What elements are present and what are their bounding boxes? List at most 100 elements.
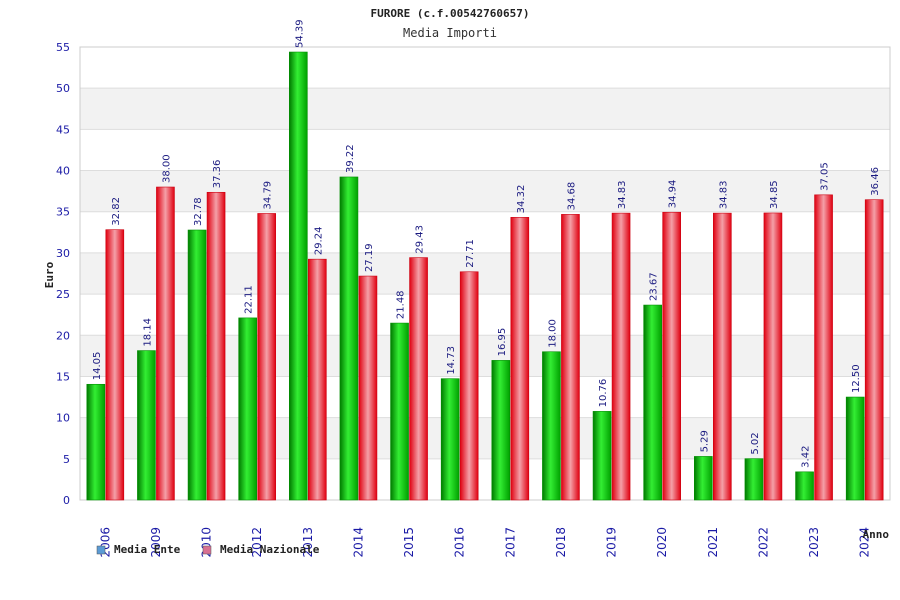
x-tick-label: 2012 bbox=[250, 527, 264, 558]
data-label: 34.79 bbox=[263, 181, 274, 210]
bar-media-nazionale-2024 bbox=[864, 199, 884, 501]
legend: Media Ente Media Nazionale bbox=[96, 543, 320, 556]
x-axis-label: Anno bbox=[863, 528, 890, 541]
bar-media-ente-2023 bbox=[795, 471, 814, 501]
data-label: 32.82 bbox=[111, 197, 122, 226]
y-tick-label: 45 bbox=[56, 123, 70, 136]
bar-media-nazionale-2015 bbox=[409, 257, 428, 501]
data-label: 34.85 bbox=[769, 180, 780, 209]
bar-media-nazionale-2012 bbox=[257, 213, 276, 501]
bar-media-ente-2021 bbox=[694, 456, 713, 501]
bar-media-ente-2020 bbox=[643, 304, 662, 501]
legend-label-media-ente: Media Ente bbox=[114, 543, 181, 556]
data-label: 32.78 bbox=[193, 197, 204, 226]
data-label: 54.39 bbox=[294, 19, 305, 48]
x-tick-label: 2009 bbox=[149, 527, 163, 558]
chart-title: FURORE (c.f.00542760657) bbox=[371, 7, 530, 20]
y-tick-label: 30 bbox=[56, 247, 70, 260]
data-label: 27.71 bbox=[465, 239, 476, 268]
x-tick-label: 2021 bbox=[706, 527, 720, 558]
data-label: 12.50 bbox=[851, 364, 862, 393]
bars bbox=[86, 51, 884, 501]
data-label: 10.76 bbox=[598, 379, 609, 408]
y-tick-label: 15 bbox=[56, 370, 70, 383]
y-tick-label: 50 bbox=[56, 82, 70, 95]
x-tick-label: 2023 bbox=[807, 527, 821, 558]
data-label: 23.67 bbox=[649, 272, 660, 301]
x-tick-label: 2016 bbox=[453, 527, 467, 558]
x-tick-label: 2014 bbox=[351, 527, 365, 558]
data-label: 37.36 bbox=[212, 160, 223, 189]
x-tick-label: 2022 bbox=[756, 527, 770, 558]
plot-border bbox=[79, 46, 891, 501]
y-tick-label: 25 bbox=[56, 288, 70, 301]
bar-media-nazionale-2014 bbox=[358, 275, 378, 501]
data-label: 39.22 bbox=[345, 144, 356, 173]
bar-media-nazionale-2013 bbox=[308, 258, 327, 501]
bar-media-ente-2017 bbox=[491, 360, 511, 501]
y-axis-label: Euro bbox=[43, 261, 56, 288]
bar-media-nazionale-2006 bbox=[105, 229, 125, 501]
x-tick-label: 2018 bbox=[554, 527, 568, 558]
x-tick-label: 2017 bbox=[503, 527, 517, 558]
data-label: 34.32 bbox=[516, 185, 527, 214]
bar-media-nazionale-2022 bbox=[763, 212, 783, 501]
x-axis-ticks: 2006 2009 2010 2012 2013 2014 2015 2016 2017 2018… bbox=[98, 527, 871, 558]
bar-media-nazionale-2010 bbox=[206, 191, 226, 501]
data-label: 34.68 bbox=[566, 182, 577, 211]
bar-media-nazionale-2016 bbox=[459, 271, 479, 501]
data-label: 27.19 bbox=[364, 243, 375, 272]
grid-band bbox=[80, 88, 890, 130]
data-label: 36.46 bbox=[870, 167, 881, 196]
y-tick-label: 35 bbox=[56, 206, 70, 219]
legend-label-media-nazionale: Media Nazionale bbox=[220, 543, 320, 556]
bar-media-nazionale-2020 bbox=[662, 211, 681, 501]
data-label: 3.42 bbox=[801, 446, 812, 468]
y-tick-label: 40 bbox=[56, 165, 70, 178]
data-label: 5.02 bbox=[750, 432, 761, 454]
bar-media-ente-2012 bbox=[238, 317, 257, 501]
data-label: 38.00 bbox=[161, 154, 172, 183]
bar-media-nazionale-2009 bbox=[156, 186, 175, 501]
bar-media-ente-2015 bbox=[390, 322, 409, 501]
legend-swatch-media-ente bbox=[96, 545, 106, 555]
bar-media-ente-2010 bbox=[187, 229, 207, 501]
bar-media-ente-2016 bbox=[440, 378, 460, 501]
data-label: 34.83 bbox=[718, 180, 729, 209]
x-tick-label: 2020 bbox=[655, 527, 669, 558]
data-label: 22.11 bbox=[244, 285, 255, 314]
data-label: 18.00 bbox=[547, 319, 558, 348]
y-tick-label: 0 bbox=[63, 494, 70, 507]
x-tick-label: 2024 bbox=[858, 527, 872, 558]
chart-subtitle: Media Importi bbox=[403, 26, 497, 40]
bar-media-ente-2009 bbox=[137, 350, 156, 501]
x-tick-label: 2019 bbox=[605, 527, 619, 558]
bar-media-nazionale-2023 bbox=[814, 194, 833, 501]
bar-media-nazionale-2019 bbox=[611, 212, 631, 501]
bar-media-ente-2006 bbox=[86, 383, 106, 501]
y-axis-ticks: 0 5 10 15 20 25 30 35 40 45 50 55 bbox=[56, 41, 70, 507]
y-tick-label: 10 bbox=[56, 412, 70, 425]
bar-media-nazionale-2017 bbox=[510, 217, 530, 501]
bar-media-ente-2022 bbox=[744, 458, 764, 501]
bar-media-ente-2014 bbox=[339, 176, 359, 501]
legend-swatch-media-nazionale bbox=[202, 545, 212, 555]
grid-band bbox=[80, 129, 890, 171]
data-label: 34.94 bbox=[668, 180, 679, 209]
data-label: 21.48 bbox=[396, 290, 407, 319]
y-tick-label: 55 bbox=[56, 41, 70, 54]
y-tick-label: 5 bbox=[63, 453, 70, 466]
x-tick-label: 2013 bbox=[301, 527, 315, 558]
bar-media-nazionale-2018 bbox=[561, 214, 580, 501]
x-tick-label: 2015 bbox=[402, 527, 416, 558]
data-label: 5.29 bbox=[699, 430, 710, 452]
grid-band bbox=[80, 47, 890, 89]
y-tick-label: 20 bbox=[56, 329, 70, 342]
data-label: 37.05 bbox=[820, 162, 831, 191]
data-label: 16.95 bbox=[497, 328, 508, 357]
data-labels: 14.05 32.82 18.14 38.00 32.78 37.36 22.11 34.79… bbox=[92, 19, 881, 467]
data-label: 34.83 bbox=[617, 180, 628, 209]
bar-media-ente-2013 bbox=[289, 51, 308, 501]
data-label: 29.43 bbox=[415, 225, 426, 254]
